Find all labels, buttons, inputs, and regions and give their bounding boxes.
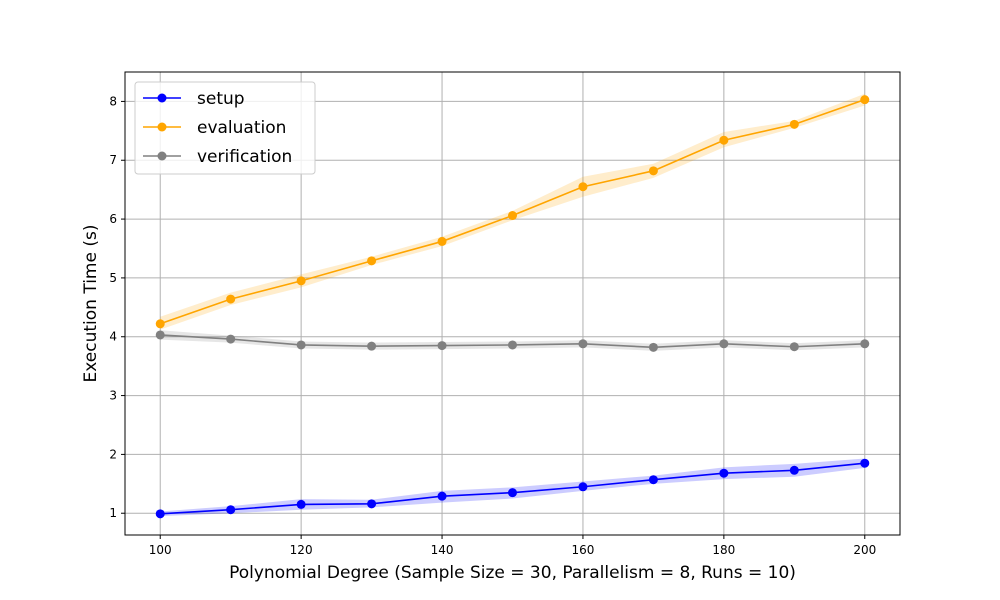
data-point-evaluation [648, 166, 658, 176]
y-tick-label: 8 [109, 94, 117, 108]
legend-item-setup: setup [143, 89, 245, 109]
data-point-verification [648, 342, 658, 352]
data-point-evaluation [578, 182, 588, 192]
data-point-verification [860, 339, 870, 349]
legend-label-evaluation: evaluation [197, 118, 286, 138]
data-point-verification [226, 334, 236, 344]
legend: setup evaluation verification [134, 81, 316, 175]
data-point-verification [789, 342, 799, 352]
y-tick-label: 1 [109, 506, 117, 520]
data-point-evaluation [508, 211, 517, 221]
data-point-verification [155, 330, 165, 340]
legend-marker-verification [157, 151, 167, 161]
data-point-evaluation [789, 119, 799, 129]
data-point-setup [860, 458, 870, 468]
y-tick-label: 6 [109, 212, 117, 226]
band-setup [160, 458, 865, 517]
x-axis-ticks: 100 120 140 160 180 200 [149, 535, 876, 557]
legend-marker-setup [157, 93, 167, 103]
data-point-setup [789, 465, 799, 475]
x-tick-label: 160 [572, 543, 595, 557]
y-tick-label: 5 [109, 271, 117, 285]
y-axis-ticks: 1 2 3 4 5 6 7 8 [109, 94, 125, 520]
legend-label-verification: verification [197, 147, 292, 167]
data-point-evaluation [437, 236, 447, 246]
legend-label-setup: setup [197, 89, 245, 109]
data-point-verification [508, 340, 517, 350]
x-tick-label: 200 [853, 543, 876, 557]
data-point-verification [296, 340, 306, 350]
x-tick-label: 120 [290, 543, 313, 557]
data-point-evaluation [296, 276, 306, 286]
data-point-evaluation [155, 319, 165, 329]
data-point-setup [296, 499, 306, 509]
legend-item-verification: verification [143, 147, 292, 167]
x-tick-label: 140 [431, 543, 454, 557]
y-tick-label: 2 [109, 447, 117, 461]
data-point-verification [367, 341, 377, 351]
data-point-setup [367, 499, 377, 509]
y-tick-label: 3 [109, 389, 117, 403]
data-point-verification [437, 341, 447, 351]
legend-item-evaluation: evaluation [143, 118, 286, 138]
y-tick-label: 7 [109, 153, 117, 167]
y-axis-title: Execution Time (s) [81, 225, 101, 383]
data-point-setup [648, 475, 658, 485]
data-point-evaluation [226, 294, 236, 304]
plot-frame [124, 71, 901, 536]
x-tick-label: 180 [712, 543, 735, 557]
series-points [155, 95, 870, 519]
legend-box [134, 81, 316, 175]
x-tick-label: 100 [149, 543, 172, 557]
data-point-setup [437, 491, 447, 501]
data-point-setup [226, 505, 236, 515]
data-point-setup [719, 468, 729, 478]
x-axis-title: Polynomial Degree (Sample Size = 30, Par… [229, 563, 796, 583]
data-point-evaluation [860, 95, 870, 105]
data-point-setup [508, 488, 517, 498]
data-point-setup [578, 482, 588, 492]
legend-marker-evaluation [157, 122, 167, 132]
data-point-evaluation [367, 256, 377, 266]
y-tick-label: 4 [109, 330, 117, 344]
data-point-verification [719, 339, 729, 349]
data-point-verification [578, 339, 588, 349]
data-point-evaluation [719, 135, 729, 145]
data-point-setup [155, 509, 165, 519]
